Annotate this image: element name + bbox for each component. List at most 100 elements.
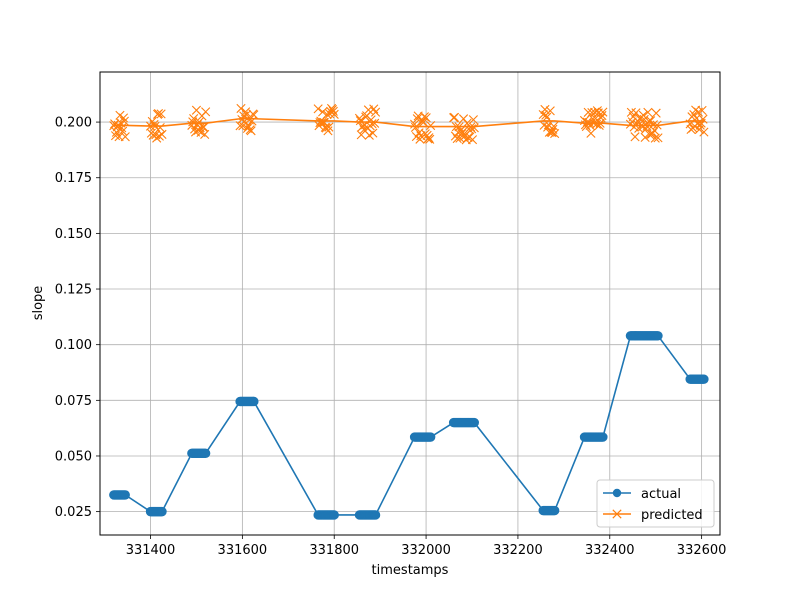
actual-point (549, 505, 560, 516)
predicted-point (643, 107, 653, 117)
predicted-point (591, 119, 602, 129)
predicted-point (685, 119, 695, 129)
predicted-point (249, 110, 259, 120)
predicted-point (118, 113, 129, 123)
series-actual (109, 331, 709, 520)
predicted-point (467, 135, 478, 145)
y-tick-label: 0.175 (55, 171, 92, 186)
y-axis-label: slope (31, 286, 46, 321)
predicted-point (313, 104, 323, 114)
predicted-point (200, 129, 210, 140)
predicted-point (547, 127, 557, 138)
predicted-point (118, 126, 128, 136)
plot-area-frame (99, 71, 721, 536)
y-tick-label: 0.075 (55, 394, 92, 409)
predicted-point (651, 108, 661, 118)
x-tick-label: 332400 (585, 543, 635, 558)
actual-point (329, 510, 339, 520)
y-tick-label: 0.100 (55, 338, 92, 353)
predicted-point (147, 116, 157, 127)
actual-point (653, 331, 663, 341)
predicted-point (644, 116, 654, 126)
predicted-point (370, 107, 381, 117)
legend-box (596, 479, 715, 528)
predicted-point (642, 121, 652, 131)
predicted-point (201, 107, 211, 117)
predicted-point (463, 132, 473, 143)
actual-point (469, 417, 479, 428)
y-tick-label: 0.050 (55, 449, 92, 464)
predicted-point (595, 118, 605, 128)
actual-point (249, 396, 259, 407)
predicted-point (468, 115, 478, 125)
actual-point (200, 448, 211, 459)
predicted-point (119, 116, 129, 126)
x-tick-label: 331400 (126, 543, 176, 558)
actual-point (120, 490, 130, 500)
legend-marker-actual (612, 488, 622, 498)
predicted-point (640, 132, 650, 142)
predicted-point (246, 126, 256, 136)
predicted-point (324, 122, 334, 132)
predicted-line (113, 117, 704, 128)
predicted-point (699, 127, 709, 137)
legend-marker-predicted (612, 509, 622, 519)
predicted-point (630, 132, 640, 142)
predicted-point (156, 109, 166, 119)
x-tick-label: 332600 (677, 543, 727, 558)
predicted-point (449, 112, 460, 122)
actual-point (425, 432, 436, 442)
predicted-point (425, 134, 435, 144)
legend: actual predicted (596, 479, 715, 528)
predicted-point (117, 123, 127, 133)
predicted-point (153, 108, 164, 119)
predicted-point (542, 112, 552, 122)
actual-point (598, 432, 608, 442)
predicted-point (410, 119, 420, 129)
predicted-point (540, 104, 550, 115)
predicted-point (328, 106, 338, 116)
predicted-point (451, 122, 461, 132)
predicted-point (358, 121, 368, 131)
predicted-point (650, 133, 660, 143)
predicted-point (458, 114, 469, 124)
predicted-point (149, 119, 159, 130)
predicted-point (589, 118, 599, 128)
predicted-point (652, 120, 662, 130)
predicted-point (549, 121, 559, 131)
predicted-point (649, 125, 659, 135)
predicted-point (692, 119, 703, 129)
y-tick-label: 0.125 (55, 283, 92, 298)
series-layer (109, 103, 709, 520)
predicted-point (426, 120, 436, 131)
predicted-point (412, 114, 422, 124)
legend-label-actual: actual (641, 487, 681, 502)
grid (100, 72, 720, 535)
predicted-point (598, 107, 608, 117)
predicted-point (586, 128, 596, 138)
predicted-point (550, 128, 560, 139)
x-tick-label: 331600 (218, 543, 268, 558)
x-axis-label: timestamps (372, 563, 449, 578)
predicted-point (545, 106, 555, 116)
predicted-point (323, 126, 333, 136)
predicted-point (327, 104, 338, 115)
predicted-point (154, 131, 164, 141)
x-tick-label: 332000 (401, 543, 451, 558)
predicted-point (318, 107, 328, 117)
predicted-point (120, 132, 130, 142)
predicted-point (157, 129, 167, 139)
x-tick-label: 332200 (493, 543, 543, 558)
predicted-point (155, 122, 165, 133)
y-tick-label: 0.200 (55, 116, 92, 131)
predicted-point (329, 109, 339, 119)
actual-point (699, 374, 709, 384)
predicted-point (189, 114, 199, 124)
predicted-point (596, 113, 606, 123)
predicted-point (597, 110, 607, 121)
predicted-point (697, 105, 707, 116)
predicted-point (240, 107, 251, 117)
predicted-point (317, 118, 327, 128)
